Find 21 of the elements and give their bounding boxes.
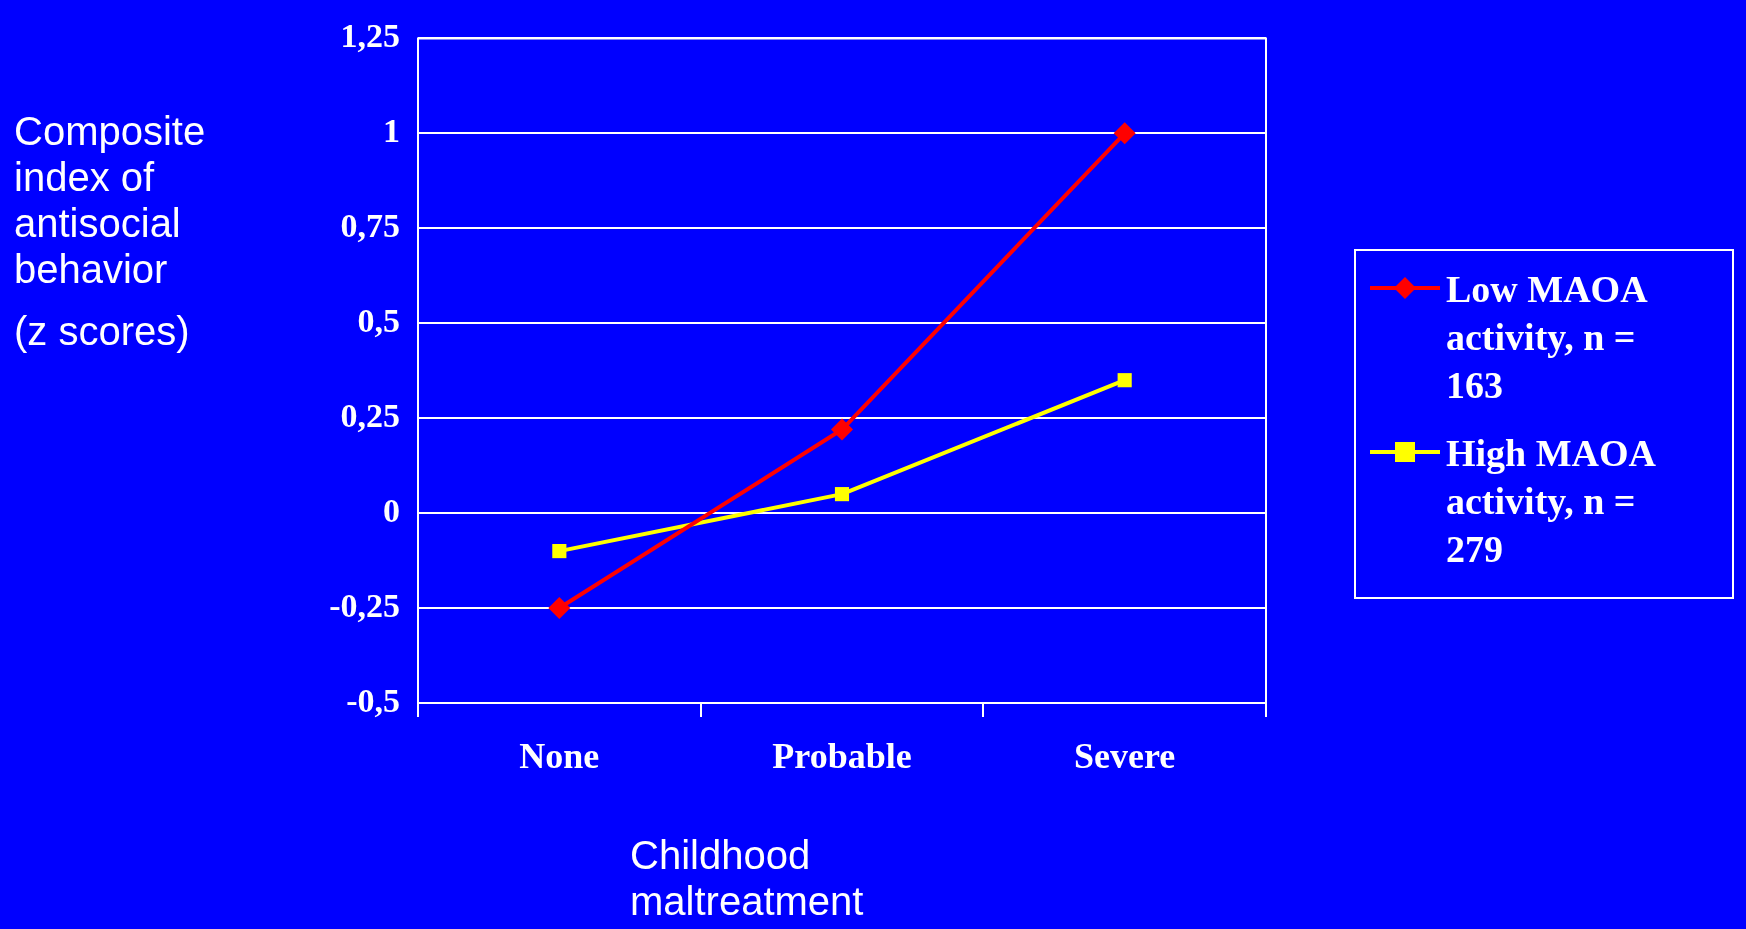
x-tick-label: Probable [772, 735, 912, 776]
legend-label: High MAOA activity, n = 279 [1446, 431, 1656, 572]
x-tick-label: Severe [1074, 735, 1176, 776]
y-tick-label: 0 [383, 491, 400, 529]
y-tick-label: 0,5 [357, 302, 400, 340]
y-tick-label: 0,25 [340, 396, 400, 434]
y-axis-title: Composite index of antisocial behavior (z scores) [14, 108, 207, 354]
y-tick-label: 1,25 [340, 17, 400, 55]
y-tick-label: 0,75 [340, 207, 400, 245]
point [831, 418, 853, 441]
legend-label: Low MAOA activity, n = 163 [1446, 267, 1647, 408]
point [1113, 122, 1136, 145]
y-tick-label: -0,25 [329, 586, 400, 624]
y-tick-label: 1 [383, 112, 400, 150]
y-tick-label: -0,5 [346, 681, 400, 719]
point [834, 487, 850, 502]
x-axis-title: Childhood maltreatment [630, 832, 865, 924]
point [548, 597, 571, 620]
point [552, 544, 567, 559]
x-tick-label: None [519, 735, 600, 776]
point [1117, 373, 1132, 388]
